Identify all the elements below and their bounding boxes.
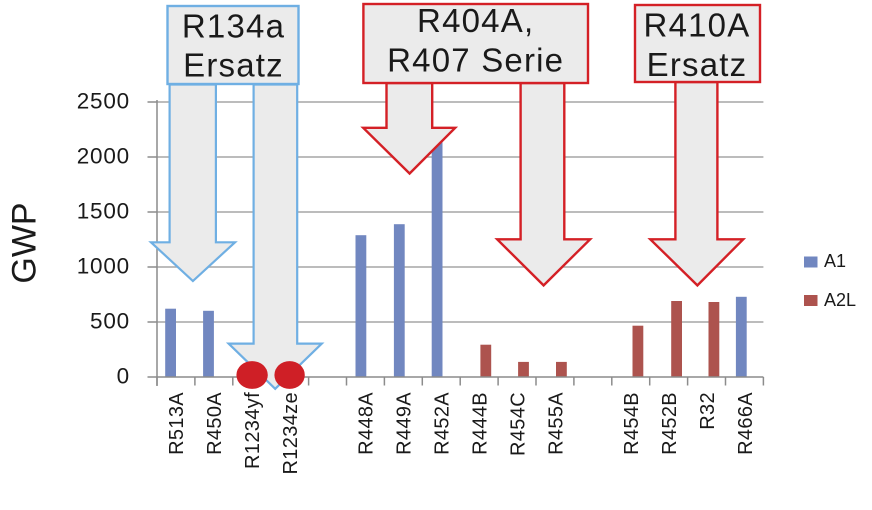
svg-text:Ersatz: Ersatz [183, 47, 284, 84]
svg-text:R134a: R134a [182, 8, 285, 45]
svg-text:500: 500 [90, 309, 130, 334]
svg-text:GWP: GWP [6, 202, 44, 283]
svg-text:A2L: A2L [824, 290, 856, 310]
svg-text:R513A: R513A [166, 392, 188, 455]
svg-text:R452A: R452A [432, 392, 454, 455]
svg-text:R410A: R410A [644, 7, 751, 44]
svg-text:R449A: R449A [394, 392, 416, 455]
svg-text:R1234ze: R1234ze [280, 392, 302, 475]
svg-text:0: 0 [117, 364, 130, 389]
svg-text:A1: A1 [824, 251, 846, 271]
svg-text:1000: 1000 [77, 254, 130, 279]
svg-text:R32: R32 [697, 392, 719, 430]
svg-text:R1234yf: R1234yf [242, 392, 264, 469]
svg-text:1500: 1500 [77, 199, 130, 224]
svg-text:R407 Serie: R407 Serie [387, 42, 564, 79]
svg-text:R404A,: R404A, [417, 2, 534, 39]
svg-text:R450A: R450A [204, 392, 226, 455]
svg-text:R452B: R452B [659, 392, 681, 455]
svg-text:R466A: R466A [735, 392, 757, 455]
svg-text:Ersatz: Ersatz [647, 46, 748, 83]
svg-text:R454B: R454B [621, 392, 643, 455]
svg-text:R444B: R444B [470, 392, 492, 455]
svg-text:R448A: R448A [356, 392, 378, 455]
svg-text:2500: 2500 [77, 89, 130, 114]
svg-text:R454C: R454C [508, 392, 530, 456]
svg-text:R455A: R455A [546, 392, 568, 455]
svg-text:2000: 2000 [77, 144, 130, 169]
